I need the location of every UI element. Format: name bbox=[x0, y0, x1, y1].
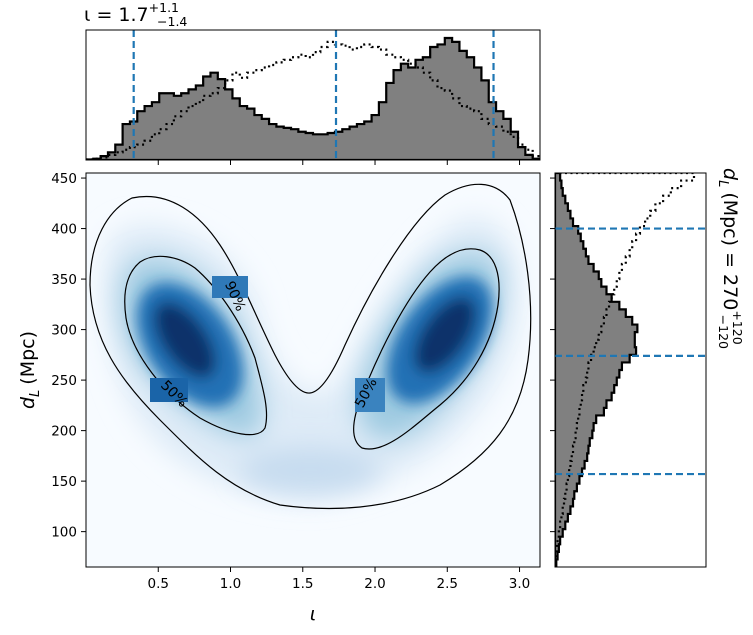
joint-density-panel: 90% 50% 50% 0.5 1.0 1.5 2.0 2.5 3.0 100150200… bbox=[17, 171, 541, 625]
x-axis-label: ι bbox=[310, 603, 316, 625]
dl-summary-subscript: L bbox=[715, 180, 730, 187]
contour-50-percent-left bbox=[124, 255, 268, 436]
right-marginal-frame bbox=[554, 172, 707, 568]
contour-label-background-90 bbox=[212, 276, 248, 298]
y-tick-label: 450 bbox=[51, 171, 77, 187]
dl-summary-upper: +120 bbox=[730, 310, 745, 344]
dl-summary-symbol: d bbox=[719, 168, 741, 181]
iota-summary-upper: +1.1 bbox=[149, 0, 179, 15]
x-tick-label: 2.5 bbox=[437, 576, 458, 592]
y-tick-label: 400 bbox=[51, 222, 77, 238]
top-marginal-frame bbox=[85, 29, 541, 161]
top-marginal-ticks bbox=[157, 160, 521, 165]
y-tick-label: 300 bbox=[51, 323, 77, 339]
contour-label-background-50-left bbox=[150, 378, 188, 402]
right-marginal-ticks bbox=[550, 177, 555, 533]
y-tick-label: 100 bbox=[51, 525, 77, 541]
y-tick-label: 150 bbox=[51, 474, 77, 490]
density-core bbox=[137, 276, 493, 408]
y-tick-label: 200 bbox=[51, 424, 77, 440]
dl-summary-title: dL (Mpc) = 270+120−120 bbox=[715, 168, 745, 349]
y-axis-label: dL (Mpc) bbox=[17, 331, 43, 409]
right-prior-histogram bbox=[555, 173, 696, 567]
dl-summary-lower: −120 bbox=[716, 315, 731, 349]
iota-summary-lower: −1.4 bbox=[157, 14, 187, 29]
iota-summary-title: ι = 1.7+1.1 −1.4 bbox=[84, 0, 187, 29]
joint-frame bbox=[85, 172, 541, 568]
x-tick-label: 1.5 bbox=[292, 576, 313, 592]
right-credible-lines bbox=[555, 227, 706, 476]
x-tick-label: 3.0 bbox=[509, 576, 530, 592]
x-tick-label: 0.5 bbox=[148, 576, 169, 592]
contour-label-background-50-right bbox=[355, 378, 385, 412]
top-marginal-panel: ι = 1.7+1.1 −1.4 bbox=[84, 0, 541, 165]
dl-summary-value: (Mpc) = 270 bbox=[719, 192, 741, 310]
joint-x-axis: 0.5 1.0 1.5 2.0 2.5 3.0 bbox=[148, 567, 530, 592]
top-posterior-histogram bbox=[86, 36, 540, 160]
top-prior-histogram bbox=[86, 40, 540, 160]
contour-50-percent-right bbox=[353, 248, 500, 450]
y-tick-label: 350 bbox=[51, 272, 77, 288]
y-tick-label: 250 bbox=[51, 373, 77, 389]
right-posterior-histogram bbox=[555, 173, 639, 567]
y-axis-label-symbol: d bbox=[17, 396, 39, 409]
right-marginal-panel: dL (Mpc) = 270+120−120 bbox=[550, 168, 745, 568]
iota-summary-value: ι = 1.7 bbox=[84, 4, 149, 26]
x-tick-label: 2.0 bbox=[364, 576, 385, 592]
y-axis-label-subscript: L bbox=[28, 390, 43, 397]
contour-90-percent bbox=[89, 183, 532, 510]
x-tick-label: 1.0 bbox=[220, 576, 241, 592]
joint-y-axis: 100 150 200 250 300 350 400 450 bbox=[51, 171, 86, 541]
y-axis-label-unit: (Mpc) bbox=[17, 331, 39, 385]
